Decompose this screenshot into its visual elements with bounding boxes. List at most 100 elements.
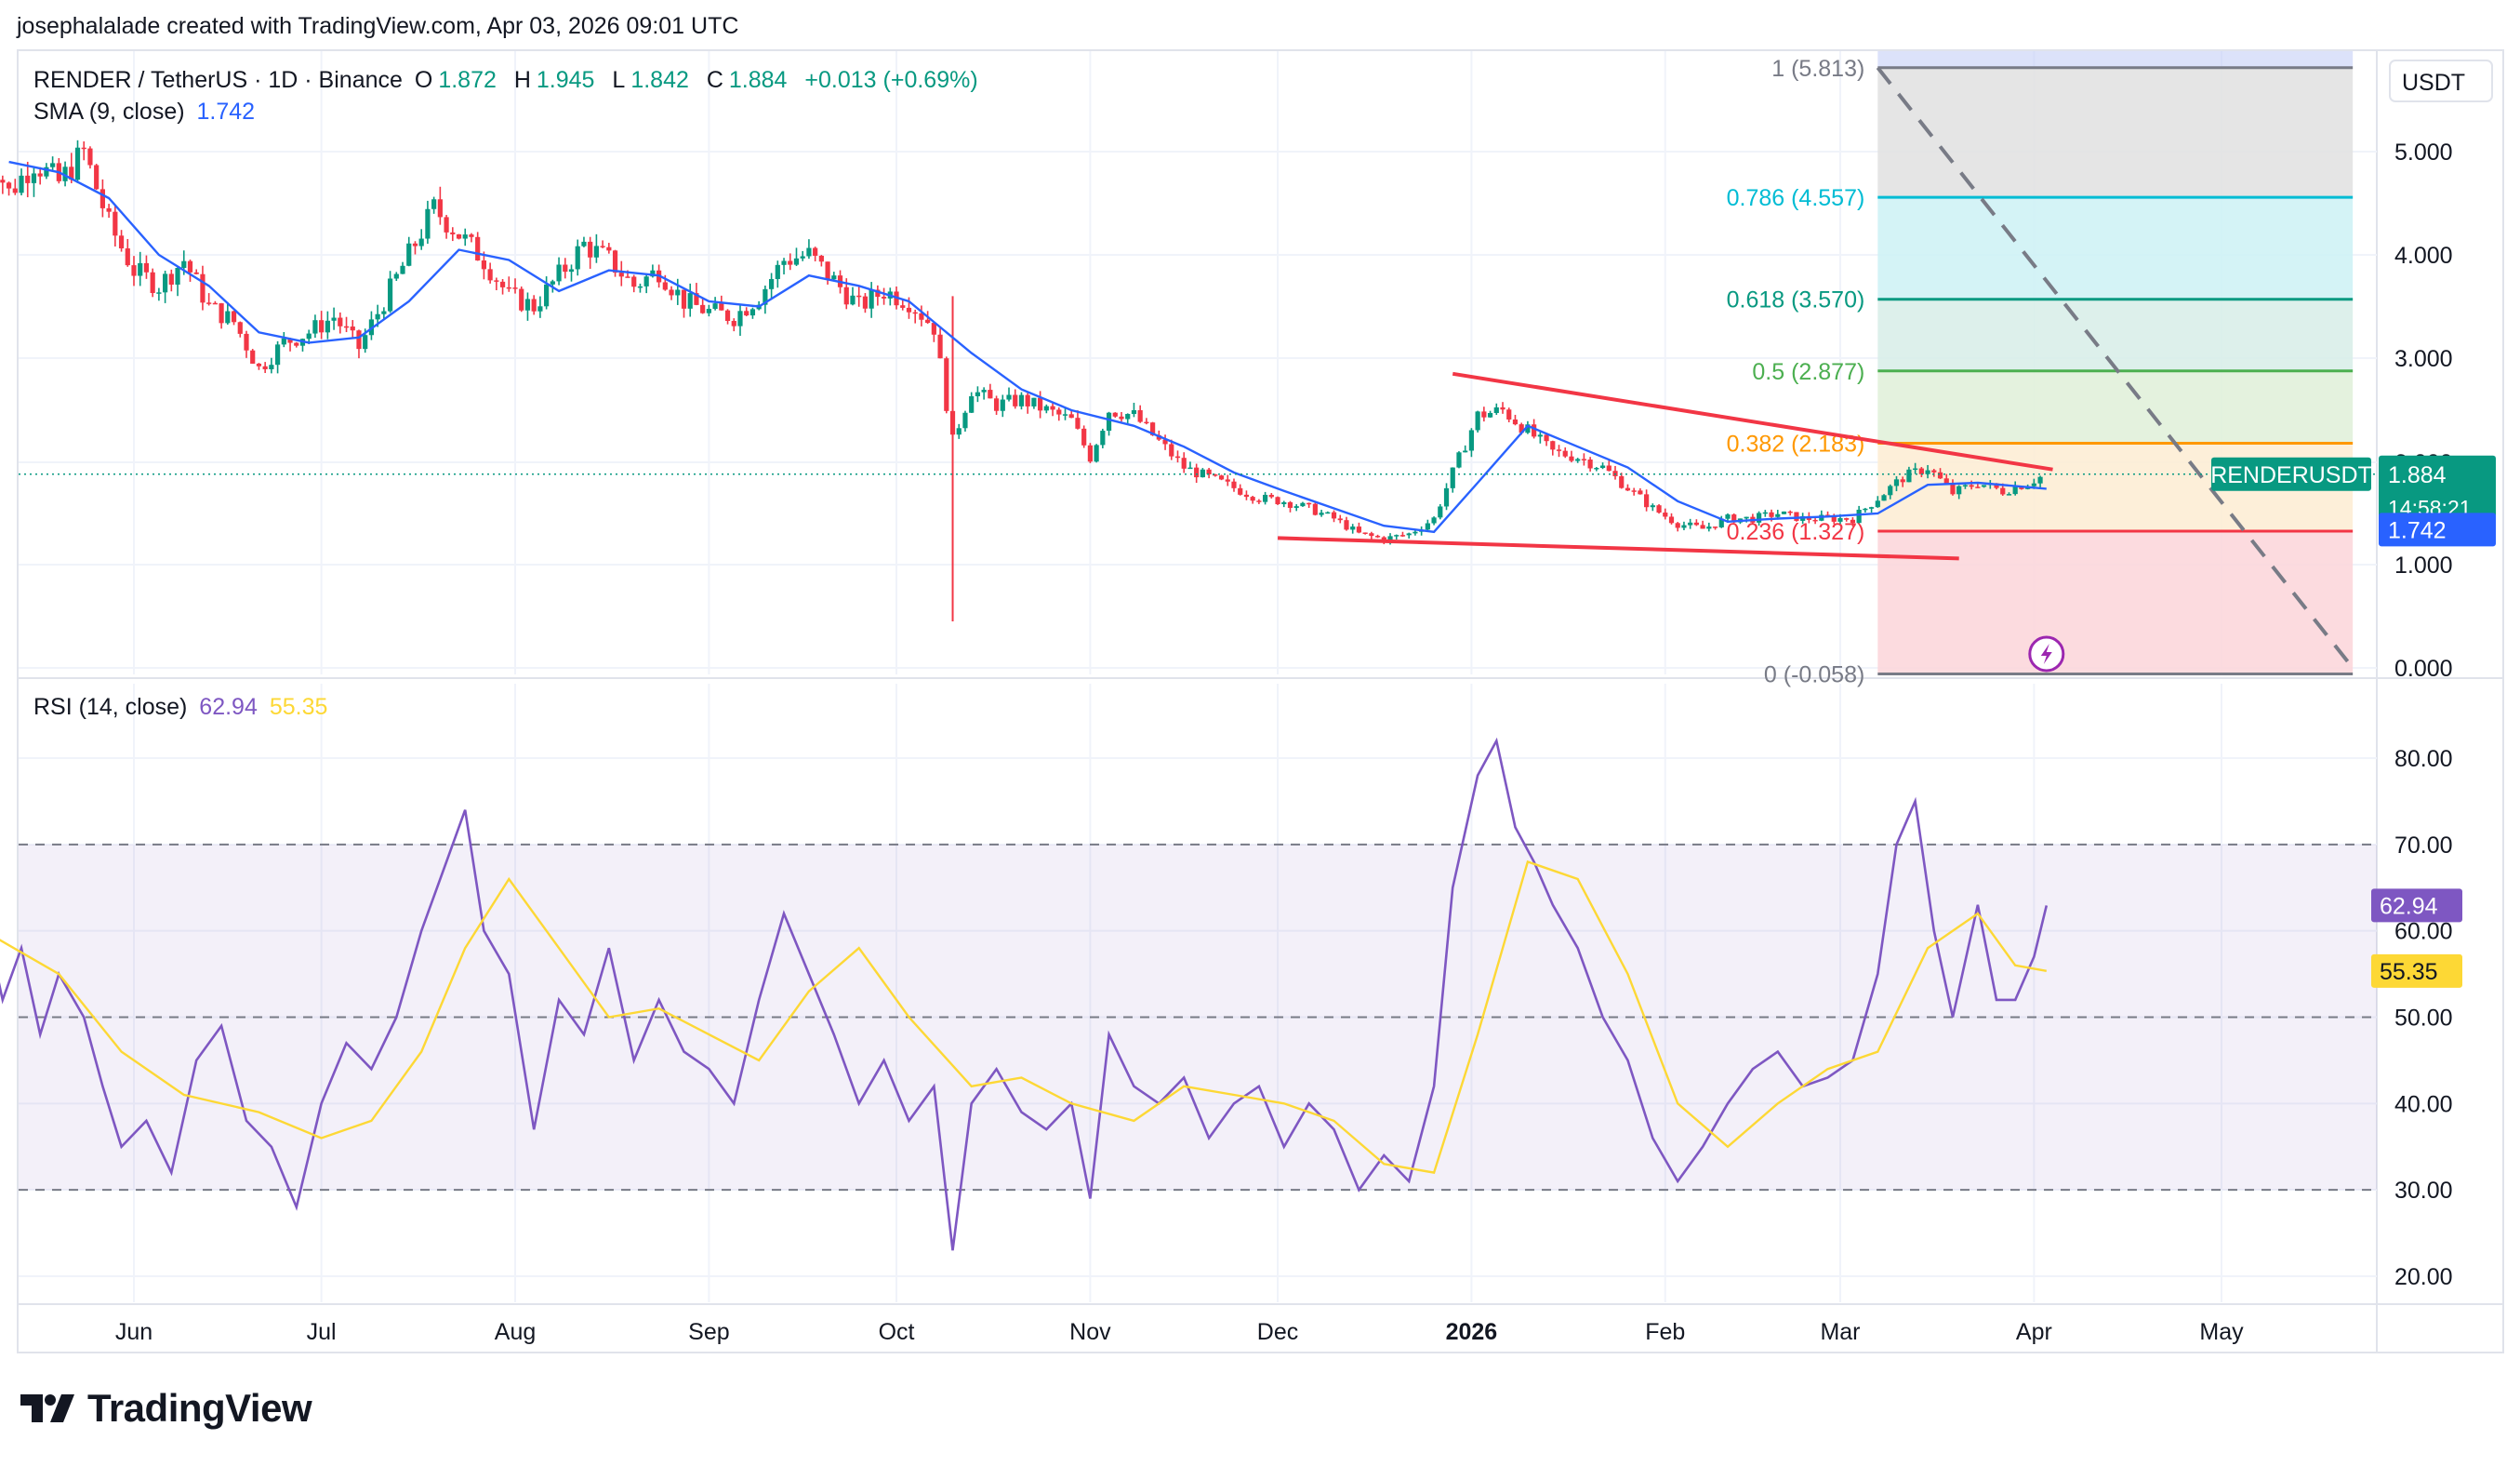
- candle-body: [593, 246, 599, 258]
- fib-zone: [1877, 197, 2354, 300]
- rsi-line[interactable]: [0, 737, 2049, 1251]
- price-axis[interactable]: USDT5.0004.0003.0002.0001.0000.000RENDER…: [2210, 60, 2496, 682]
- high-value: 1.945: [536, 67, 595, 93]
- rsi-tick-label: 60.00: [2394, 919, 2453, 945]
- candle-body: [1068, 414, 1074, 419]
- candle-body: [962, 412, 968, 429]
- candle-body: [1537, 434, 1543, 437]
- candle-body: [106, 207, 112, 212]
- trendline[interactable]: [1452, 371, 2053, 472]
- candle-body: [1668, 516, 1675, 524]
- candle-body: [1374, 536, 1381, 538]
- candle-body: [1606, 465, 1611, 472]
- candle-body: [556, 264, 562, 282]
- candle-body: [1468, 430, 1475, 451]
- candle-body: [550, 281, 555, 285]
- candle-body: [250, 350, 256, 364]
- candle-body: [1981, 485, 1987, 487]
- currency-label[interactable]: USDT: [2402, 70, 2465, 96]
- candle-body: [1438, 506, 1443, 518]
- lightning-icon[interactable]: [2028, 635, 2065, 673]
- candle-body: [1844, 518, 1850, 520]
- rsi-legend[interactable]: RSI (14, close) 62.94 55.35: [33, 694, 327, 721]
- candle-body: [1744, 516, 1749, 519]
- candle-body: [418, 238, 424, 247]
- fib-retracement[interactable]: 1 (5.813) 0.786 (4.557) 0.618 (3.570) 0.5 (…: [1727, 51, 2354, 687]
- candle-body: [1218, 475, 1225, 480]
- candle-body: [1525, 424, 1531, 433]
- rsi-tick-label: 30.00: [2394, 1178, 2453, 1204]
- candle-body: [744, 311, 749, 316]
- candle-body: [506, 287, 511, 289]
- candle-body: [168, 273, 174, 285]
- fib-zone-top: [1877, 51, 2354, 68]
- candle-body: [1062, 414, 1068, 416]
- candle-body: [425, 208, 431, 239]
- time-tick-label: Aug: [495, 1319, 536, 1345]
- candle-body: [749, 309, 756, 316]
- candle-body: [618, 273, 624, 277]
- candle-body: [1712, 526, 1718, 528]
- candle-body: [1413, 531, 1418, 534]
- rsi-tick-label: 80.00: [2394, 746, 2453, 772]
- sma-legend[interactable]: SMA (9, close) 1.742: [33, 99, 255, 126]
- candle-body: [437, 199, 443, 218]
- candle-body: [200, 273, 206, 303]
- fib-projection-line[interactable]: [1876, 66, 2354, 670]
- candle-body: [156, 292, 162, 294]
- candle-body: [1018, 394, 1025, 406]
- candle-body: [1174, 456, 1181, 459]
- candle-body: [606, 247, 612, 251]
- trendline[interactable]: [1277, 536, 1959, 561]
- candle-body: [1125, 414, 1131, 420]
- candle-body: [1693, 522, 1699, 526]
- candle-body: [81, 147, 86, 150]
- rsi-ma-line[interactable]: [0, 860, 2048, 1174]
- tradingview-logo[interactable]: TradingView: [20, 1386, 312, 1431]
- candle-body: [1293, 506, 1299, 508]
- candle-body: [2012, 486, 2018, 495]
- candle-body: [0, 180, 6, 183]
- candle-body: [1943, 478, 1949, 484]
- symbol-title[interactable]: RENDER / TetherUS · 1D · Binance: [33, 67, 403, 93]
- currency-box[interactable]: [2389, 60, 2493, 102]
- candle-body: [1594, 468, 1599, 470]
- candle-body: [1238, 487, 1243, 495]
- fib-level-label: 0 (-0.058): [1764, 661, 1864, 687]
- candle-body: [1025, 394, 1030, 406]
- candle-body: [862, 296, 869, 309]
- candle-body: [912, 312, 918, 314]
- time-axis[interactable]: Jun Jul Aug Sep Oct Nov Dec 2026 Feb Mar Apr May: [115, 1319, 2244, 1345]
- candle-body: [487, 269, 493, 281]
- candle-body: [19, 175, 24, 193]
- candle-body: [212, 302, 218, 305]
- time-tick-label: Mar: [1820, 1319, 1860, 1345]
- time-tick-label: Nov: [1069, 1319, 1111, 1345]
- candle-body: [1325, 512, 1331, 514]
- candle-body: [1638, 490, 1643, 495]
- candle-body: [1268, 494, 1274, 498]
- fib-zone: [1877, 370, 2354, 444]
- candle-body: [944, 358, 949, 411]
- candle-body: [600, 246, 605, 247]
- candle-body: [818, 255, 824, 262]
- candle-body: [631, 276, 637, 287]
- candle-body: [1619, 475, 1625, 488]
- candle-body: [94, 165, 99, 190]
- candle-body: [588, 241, 593, 258]
- rsi-pane[interactable]: 80.00 70.00 60.00 50.00 40.00 30.00 20.00 62.94…: [0, 737, 2462, 1290]
- candle-body: [1200, 469, 1205, 478]
- candle-body: [975, 392, 981, 396]
- close-key: C: [706, 67, 723, 93]
- candle-body: [1300, 502, 1306, 507]
- fib-zone: [1877, 531, 2354, 674]
- candle-body: [1344, 520, 1349, 530]
- last-price-value: 1.884: [2388, 462, 2447, 488]
- candle-body: [788, 260, 793, 265]
- candle-body: [444, 217, 449, 233]
- candle-body: [675, 289, 681, 296]
- price-tick-label: 1.000: [2394, 553, 2453, 579]
- sma-line[interactable]: [8, 160, 2047, 534]
- candle-body: [694, 293, 699, 305]
